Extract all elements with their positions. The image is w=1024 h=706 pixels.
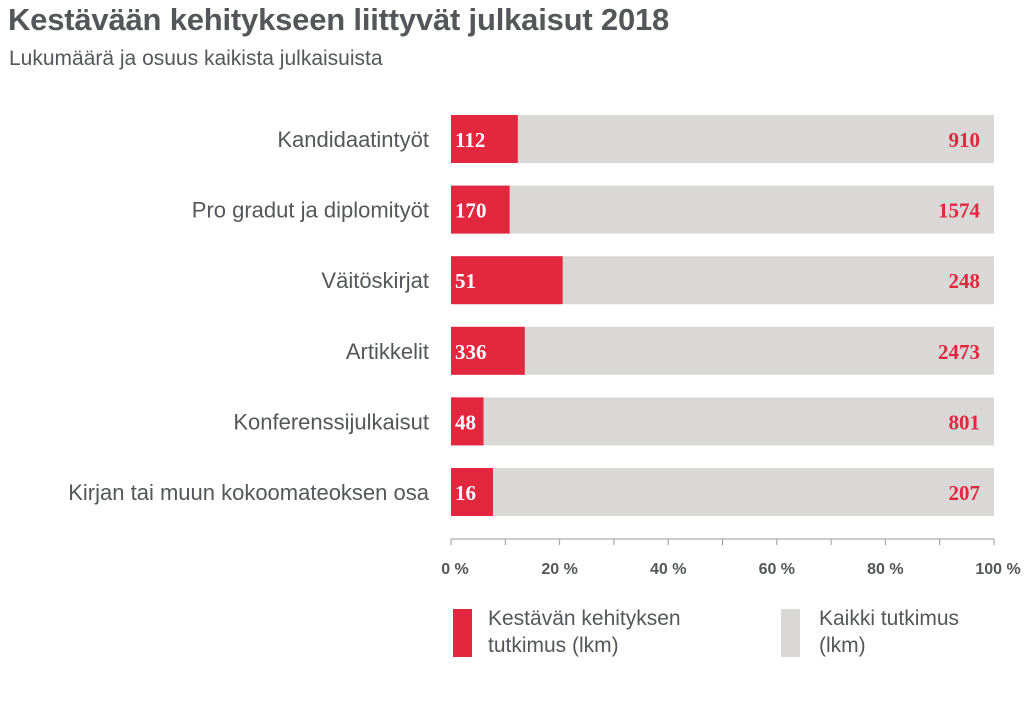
value-label-sustainable: 112 [455,128,485,152]
bar-chart: Kandidaatintyöt 112 910 Pro gradut ja diplo… [68,115,1021,578]
x-tick-label: 100 % [975,561,1020,578]
x-tick-label: 20 % [541,561,577,578]
legend-label-all: Kaikki tutkimus (lkm) [819,605,1009,659]
x-tick-label: 0 % [441,561,469,578]
value-label-sustainable: 16 [455,481,476,505]
category-label: Väitöskirjat [321,268,429,293]
value-label-sustainable: 170 [455,199,487,223]
legend-label-sustainable: Kestävän kehityksen tutkimus (lkm) [488,605,728,659]
value-label-sustainable: 51 [455,269,476,293]
legend-label-sustainable-line1: Kestävän kehityksen [488,607,681,630]
legend-swatch-all [781,609,800,657]
bar-sustainable [451,397,484,446]
legend-label-all-line2: (lkm) [819,634,866,657]
category-label: Konferenssijulkaisut [233,409,429,434]
legend-swatch-sustainable [453,609,472,657]
category-label: Pro gradut ja diplomityöt [192,198,429,223]
bar-sustainable [451,185,510,234]
category-label: Artikkelit [346,339,429,364]
value-label-sustainable: 48 [455,410,476,434]
bar-total [451,397,994,446]
value-label-sustainable: 336 [455,340,487,364]
value-label-total: 248 [949,269,981,293]
bar-sustainable [451,115,518,163]
legend-label-all-line1: Kaikki tutkimus [819,607,960,630]
x-tick-label: 40 % [650,561,686,578]
bar-total [451,115,994,163]
category-label: Kirjan tai muun kokoomateoksen osa [68,480,430,505]
bar-sustainable [451,468,493,516]
legend-label-sustainable-line2: tutkimus (lkm) [488,634,619,657]
value-label-total: 910 [949,128,981,152]
x-tick-label: 80 % [867,561,903,578]
bar-sustainable [451,256,563,305]
bar-total [451,326,994,375]
value-label-total: 2473 [938,340,980,364]
x-tick-label: 60 % [759,561,795,578]
bar-total [451,185,994,234]
value-label-total: 1574 [938,199,981,223]
value-label-total: 207 [949,481,981,505]
chart-title: Kestävään kehitykseen liittyvät julkaisu… [8,2,670,37]
value-label-total: 801 [949,410,981,434]
bar-sustainable [451,326,525,375]
category-label: Kandidaatintyöt [277,127,429,152]
bar-total [451,468,994,516]
chart-subtitle: Lukumäärä ja osuus kaikista julkaisuista [9,47,383,70]
